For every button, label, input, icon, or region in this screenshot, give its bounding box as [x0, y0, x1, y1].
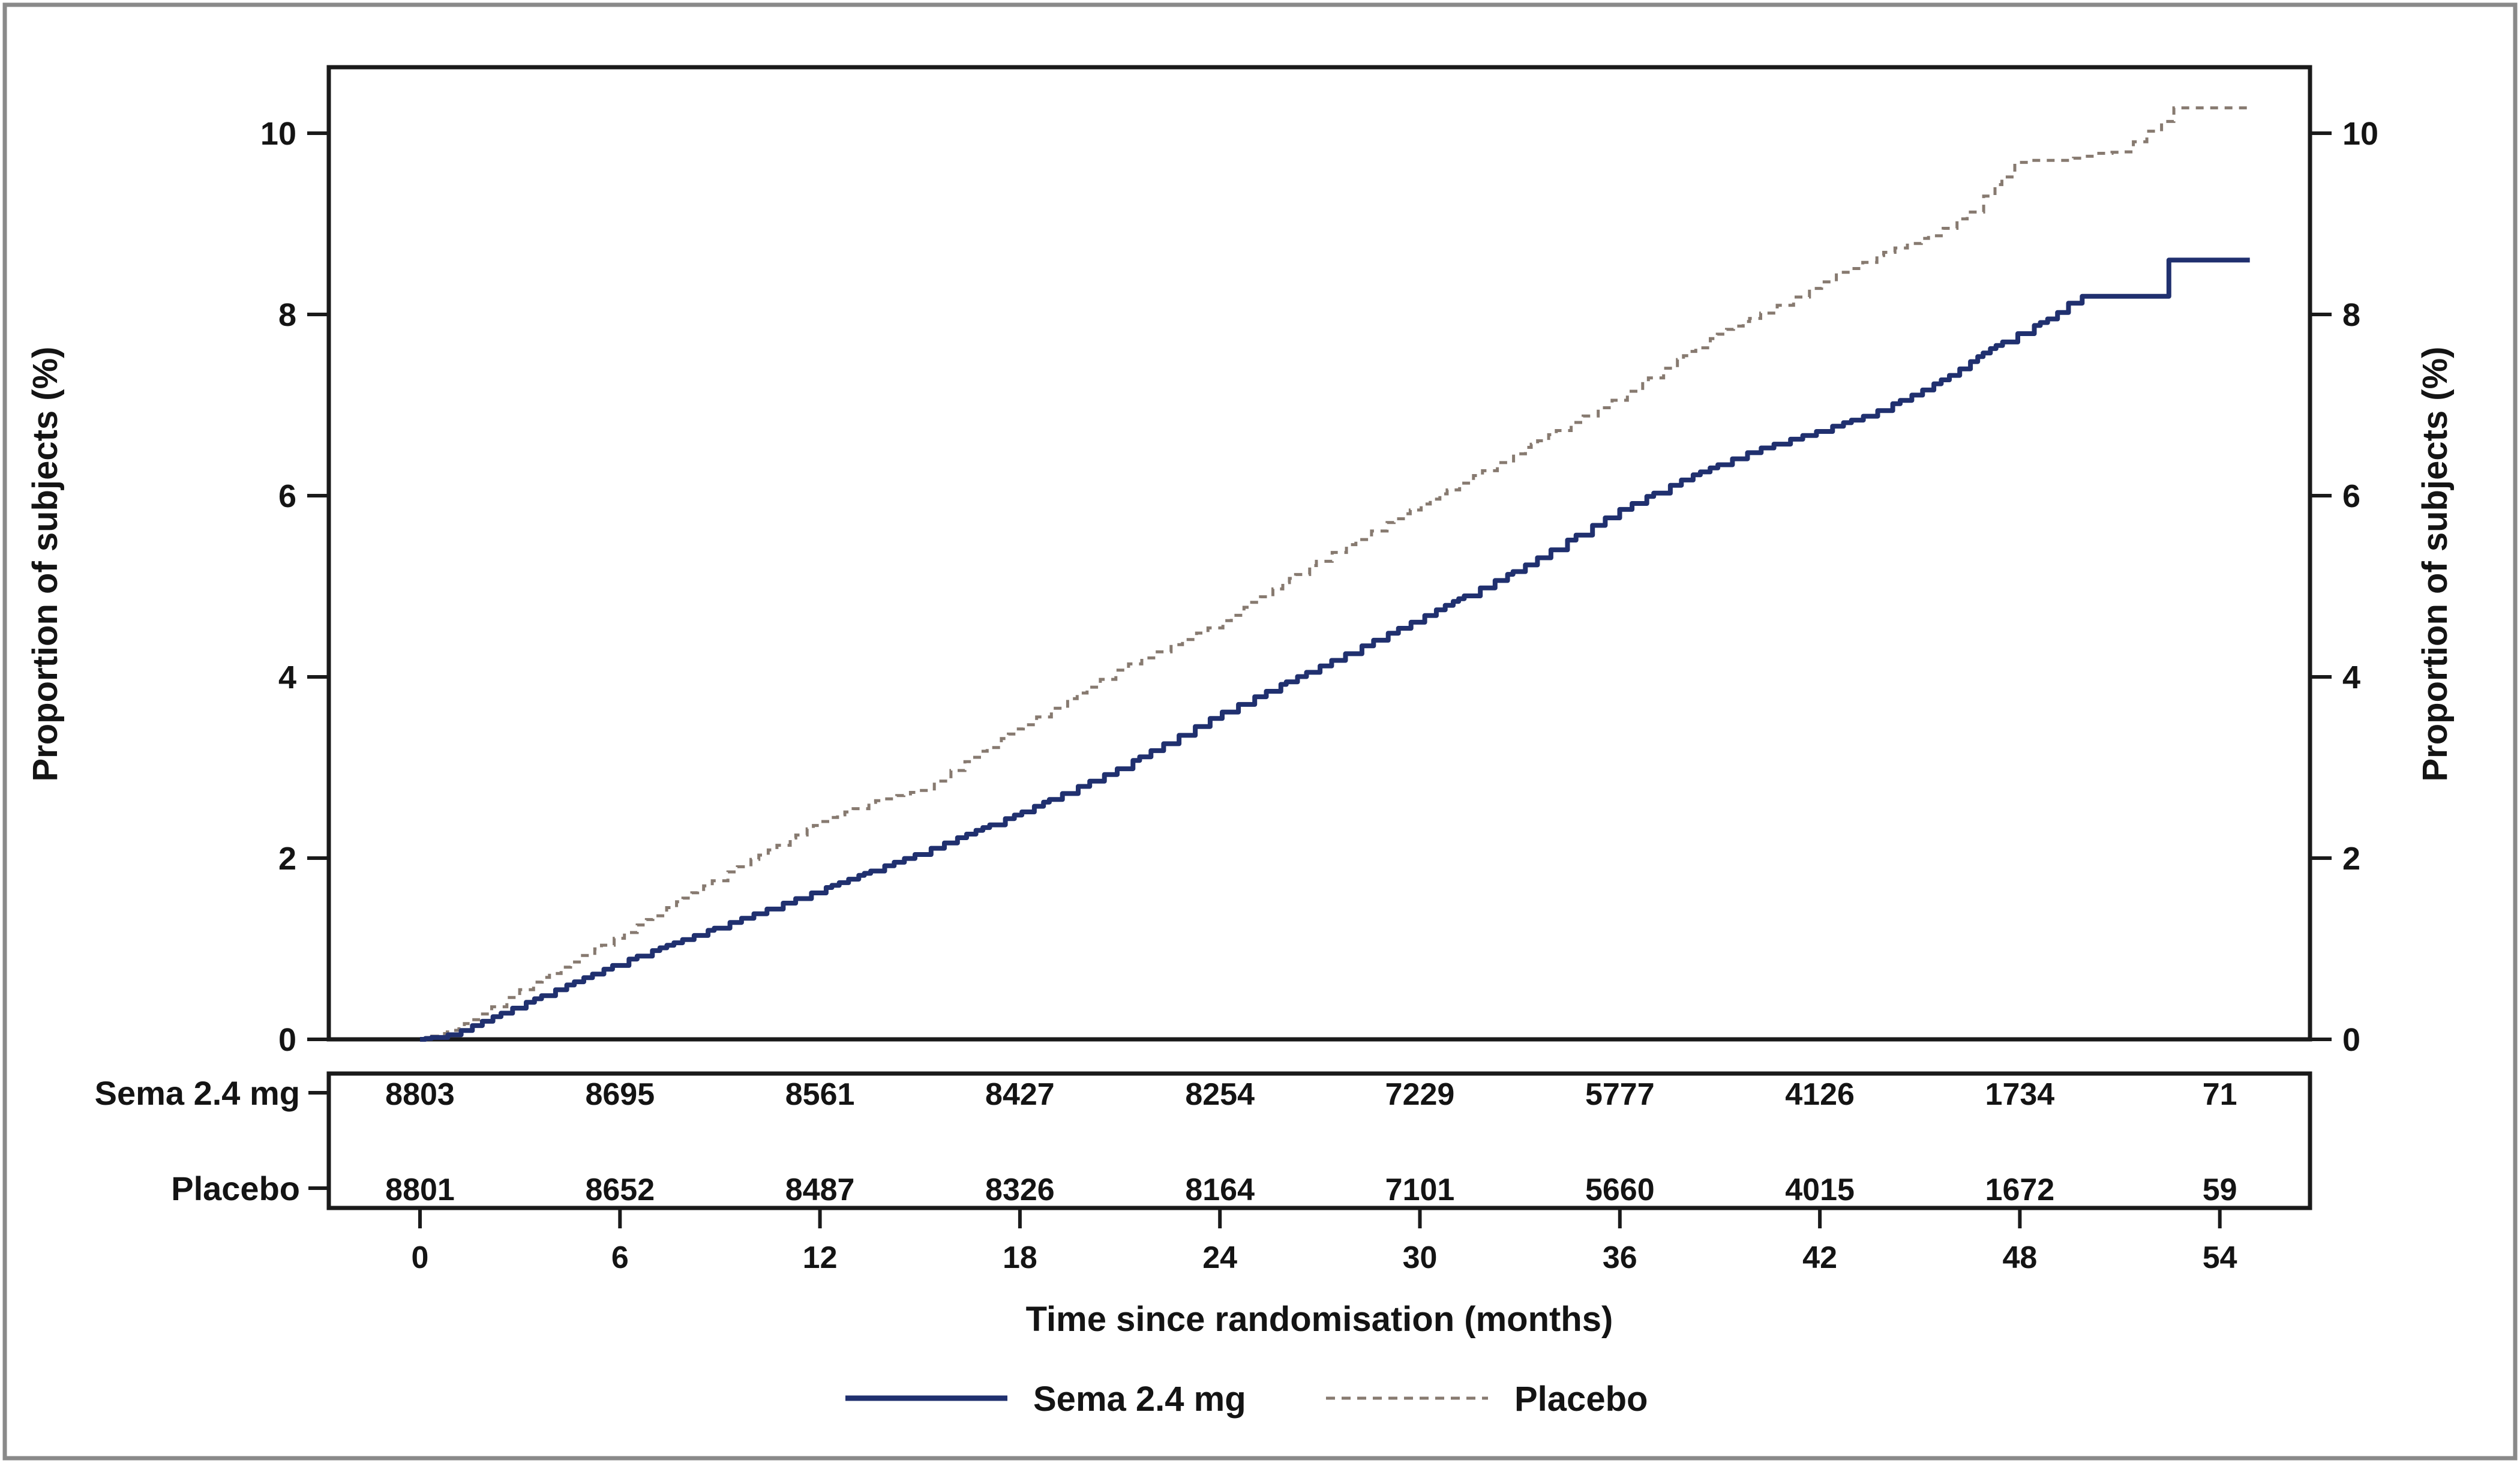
- risk-count: 7101: [1385, 1173, 1455, 1207]
- y-axis-tick-label: 4: [278, 659, 296, 695]
- x-axis-tick-label: 48: [2002, 1240, 2037, 1275]
- risk-count: 8561: [785, 1077, 855, 1112]
- risk-count: 8487: [785, 1173, 855, 1207]
- risk-count: 8254: [1185, 1077, 1255, 1112]
- legend-placebo-label: Placebo: [1514, 1380, 1648, 1419]
- y-axis-tick-label-right: 2: [2342, 841, 2360, 877]
- y-axis-tick-label-right: 6: [2342, 478, 2360, 514]
- y-axis-tick-label: 0: [278, 1022, 296, 1058]
- x-axis-tick-label: 36: [1603, 1240, 1637, 1275]
- risk-row-label-placebo: Placebo: [171, 1170, 300, 1207]
- risk-count: 7229: [1385, 1077, 1455, 1112]
- x-axis-tick-label: 6: [611, 1240, 629, 1275]
- legend: Sema 2.4 mg Placebo: [845, 1380, 1648, 1419]
- risk-count: 59: [2203, 1173, 2237, 1207]
- y-axis-title-right: Proportion of subjects (%): [2416, 347, 2455, 782]
- risk-row-ticks: [308, 1091, 329, 1190]
- risk-count: 4126: [1785, 1077, 1855, 1112]
- y-axis-tick-label-right: 0: [2342, 1022, 2360, 1058]
- risk-count: 8326: [985, 1173, 1055, 1207]
- y-axis-tick-label: 2: [278, 841, 296, 877]
- risk-count: 8427: [985, 1077, 1055, 1112]
- y-axis-title-left: Proportion of subjects (%): [26, 347, 65, 782]
- risk-count: 8164: [1185, 1173, 1255, 1207]
- risk-table-numbers: 8803 8695 8561 8427 8254 7229 5777 4126 1734 71 88…: [385, 1077, 2237, 1207]
- risk-table-border: [326, 1071, 2312, 1210]
- y-axis-tick-label: 8: [278, 297, 296, 333]
- x-axis-tick-label: 30: [1403, 1240, 1438, 1275]
- y-axis-left-ticks: 0 2 4 6 8 10: [260, 116, 329, 1058]
- x-axis-tick-label: 24: [1202, 1240, 1237, 1275]
- risk-count: 4015: [1785, 1173, 1855, 1207]
- x-axis-tick-label: 0: [412, 1240, 429, 1275]
- risk-count: 8803: [385, 1077, 455, 1112]
- y-axis-tick-label-right: 8: [2342, 297, 2360, 333]
- sema-curve: [420, 257, 2250, 1042]
- risk-count: 71: [2203, 1077, 2237, 1112]
- x-axis-tick-label: 18: [1003, 1240, 1037, 1275]
- risk-count: 5660: [1585, 1173, 1655, 1207]
- risk-count: 8652: [585, 1173, 655, 1207]
- y-axis-tick-label: 6: [278, 478, 296, 514]
- x-axis-title: Time since randomisation (months): [1026, 1300, 1613, 1339]
- risk-count: 8801: [385, 1173, 455, 1207]
- y-axis-tick-label-right: 4: [2342, 659, 2360, 695]
- placebo-curve: [420, 106, 2254, 1041]
- x-axis-tick-label: 54: [2203, 1240, 2237, 1275]
- risk-count: 1672: [1985, 1173, 2055, 1207]
- x-axis-ticks: 0 6 12 18 24 30 36 42 48 54: [412, 1208, 2237, 1275]
- y-axis-right-ticks: 0 2 4 6 8 10: [2310, 116, 2378, 1058]
- y-axis-tick-label: 10: [260, 116, 296, 152]
- plot-area-border: [326, 65, 2312, 1042]
- risk-count: 5777: [1585, 1077, 1655, 1112]
- x-axis-tick-label: 42: [1802, 1240, 1837, 1275]
- legend-sema-label: Sema 2.4 mg: [1033, 1380, 1246, 1419]
- risk-count: 1734: [1985, 1077, 2055, 1112]
- x-axis-tick-label: 12: [803, 1240, 838, 1275]
- y-axis-tick-label-right: 10: [2342, 116, 2378, 152]
- risk-row-label-sema: Sema 2.4 mg: [95, 1074, 300, 1112]
- risk-count: 8695: [585, 1077, 655, 1112]
